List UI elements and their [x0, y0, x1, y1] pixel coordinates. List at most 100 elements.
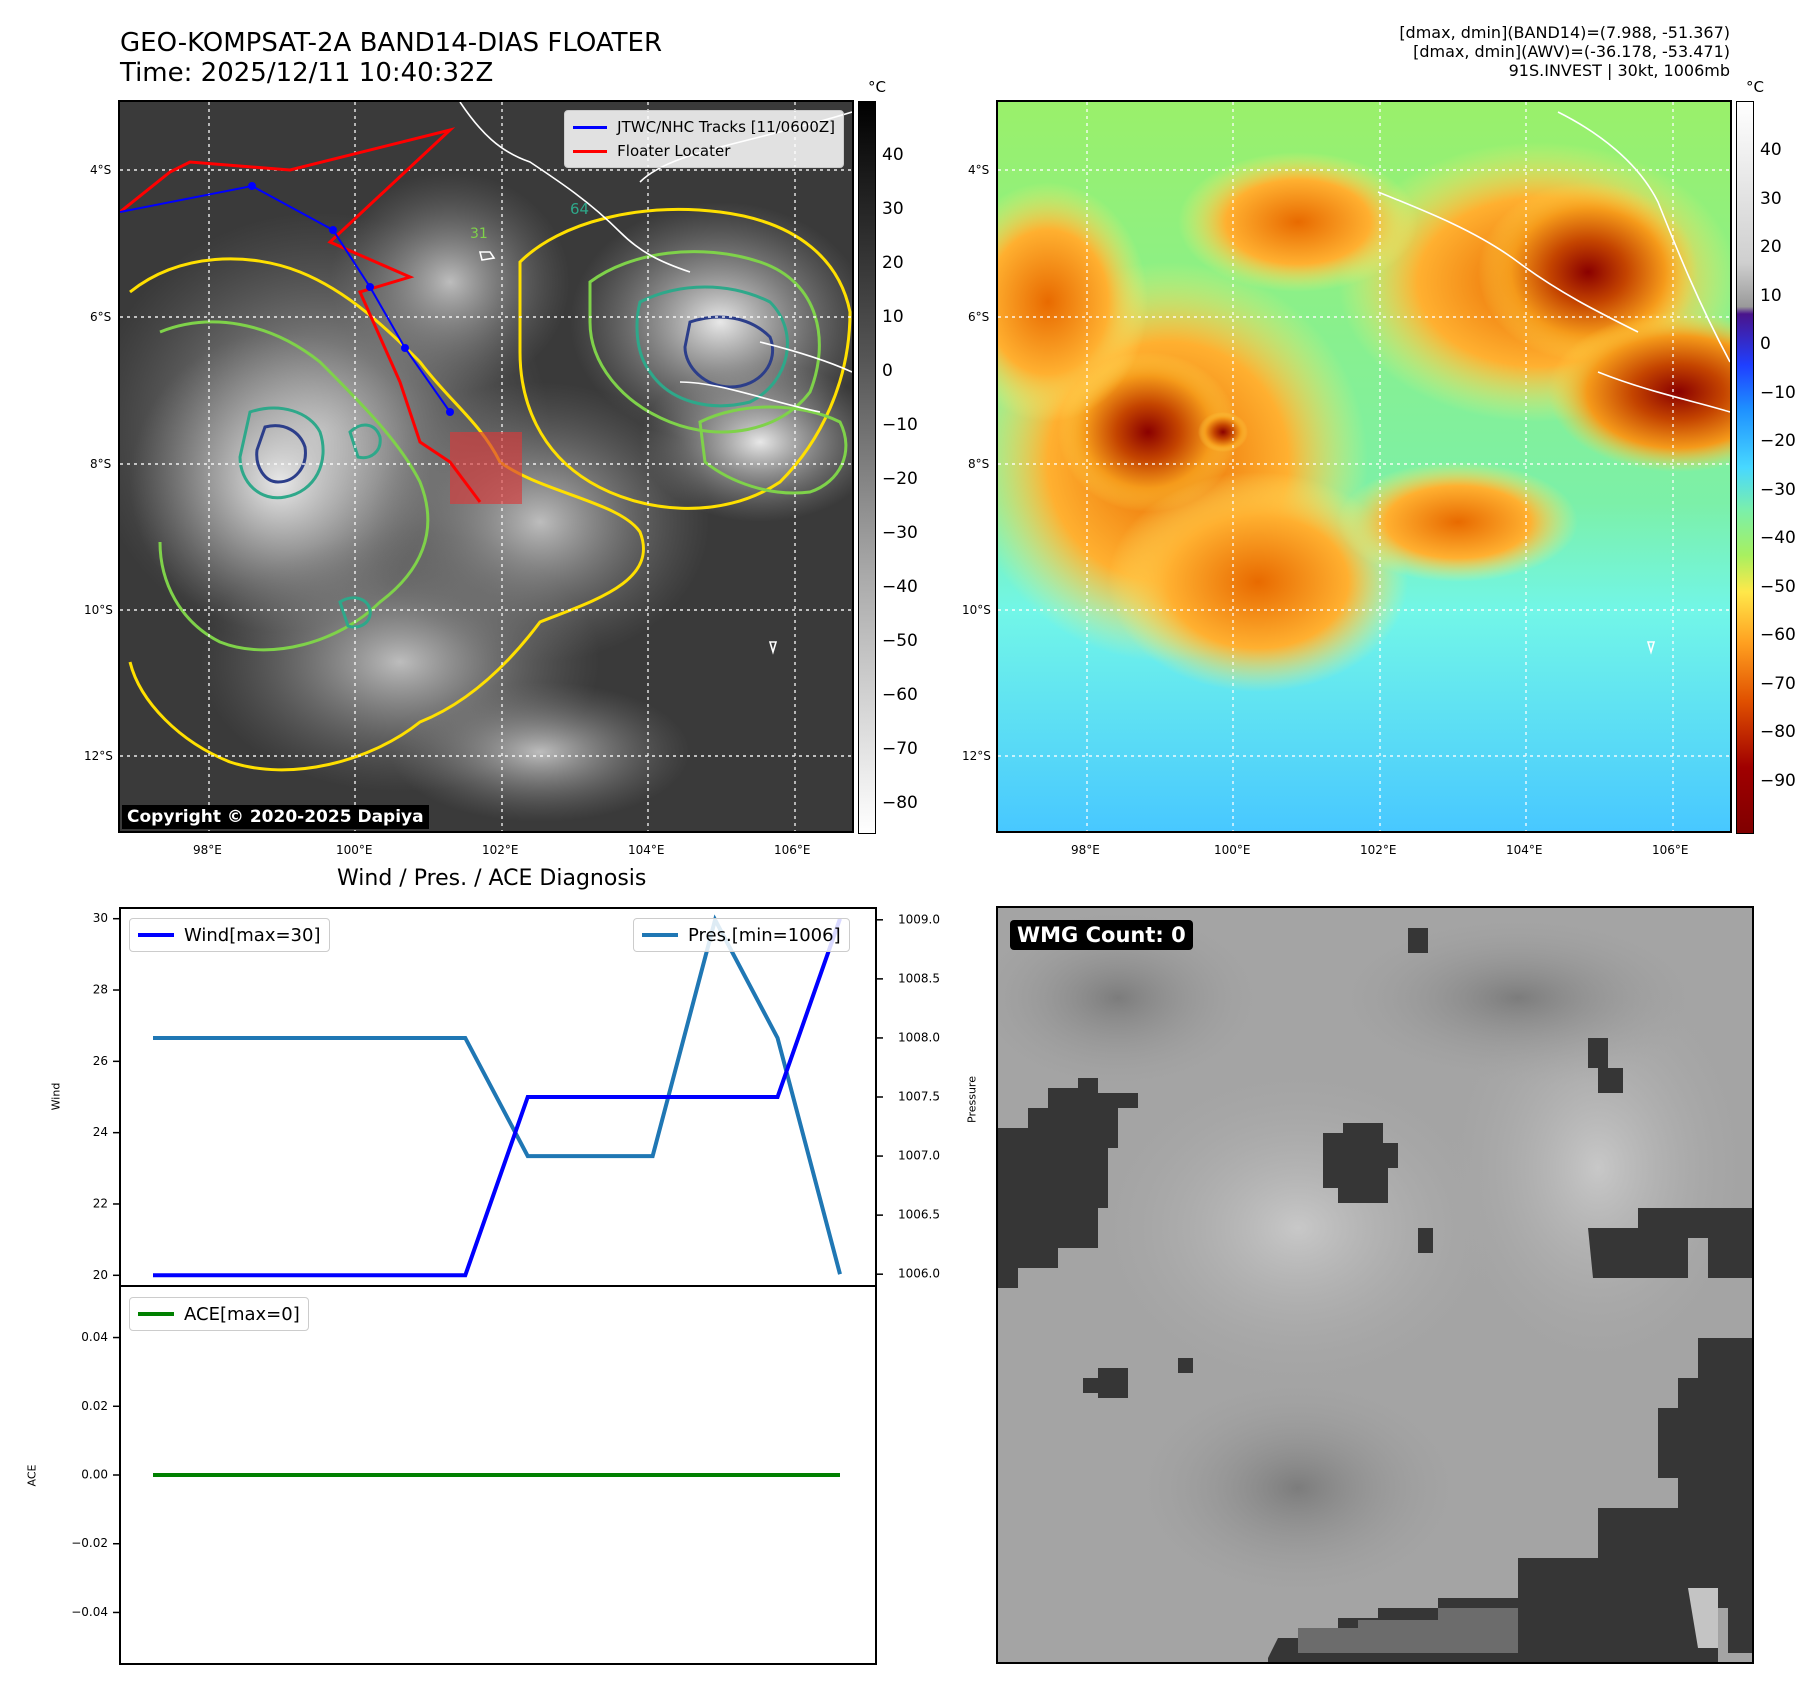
floater-box	[450, 432, 522, 504]
wind-y-tick-label: 24	[93, 1125, 108, 1139]
lat-label-10s-right: 10°S	[962, 603, 991, 617]
track-point	[248, 182, 256, 190]
diagnosis-title: Wind / Pres. / ACE Diagnosis	[337, 866, 647, 891]
legend-floater-label: Floater Locater	[617, 142, 731, 160]
legend-pressure: Pres.[min=1006]	[633, 918, 850, 952]
band14-map[interactable]: 64 31 JTWC/NHC Tracks [11/0600Z] Floater…	[118, 100, 854, 833]
colorbar-right-tick-label: 30	[1760, 188, 1782, 209]
diagnosis-chart: 20 22 24 26 28 30 1006.0 1006.5 1007.0 1007.5 100…	[71, 907, 940, 1665]
pressure-legend-line-icon	[642, 933, 678, 937]
pressure-y-tick-label: 1006.5	[898, 1208, 940, 1222]
colorbar-right-unit: °C	[1746, 78, 1764, 96]
lon-label-100e-right: 100°E	[1214, 843, 1251, 857]
pressure-y-tick-label: 1007.0	[898, 1149, 940, 1163]
colorbar-right-tick-label: 40	[1760, 140, 1782, 160]
ace-y-tick-label: −0.02	[71, 1536, 108, 1550]
lat-label-12s: 12°S	[84, 749, 113, 763]
copyright-label: Copyright © 2020-2025 Dapiya	[122, 805, 429, 829]
lat-label-6s-right: 6°S	[968, 310, 990, 324]
colorbar-right-tick-label: −20	[1760, 431, 1796, 451]
pressure-axis-label: Pressure	[965, 1076, 979, 1123]
pressure-y-tick-label: 1006.0	[898, 1267, 940, 1281]
colorbar-left-tick-label: −50	[882, 631, 918, 651]
legend-ace-label: ACE[max=0]	[184, 1303, 300, 1325]
legend-ace: ACE[max=0]	[129, 1297, 309, 1331]
legend-track-label: JTWC/NHC Tracks [11/0600Z]	[617, 118, 835, 136]
colorbar-left-tick-label: 10	[882, 307, 904, 327]
lon-label-100e: 100°E	[336, 843, 373, 857]
jtwc-track-line	[120, 184, 451, 413]
lon-label-98e: 98°E	[193, 843, 222, 857]
lat-label-8s: 8°S	[90, 457, 112, 471]
wind-axis-label: Wind	[49, 1082, 63, 1111]
lat-label-6s: 6°S	[90, 310, 112, 324]
lat-label-12s-right: 12°S	[962, 749, 991, 763]
ace-y-tick-label: 0.04	[81, 1330, 108, 1344]
lon-label-102e: 102°E	[482, 843, 519, 857]
colorbar-left-tick-label: −10	[882, 415, 918, 435]
awv-imagery	[998, 102, 1730, 831]
wind-y-tick-label: 22	[93, 1196, 108, 1210]
ace-y-tick-label: −0.04	[71, 1605, 108, 1619]
contour-label-31: 31	[470, 226, 488, 242]
ace-legend-line-icon	[138, 1312, 174, 1316]
lon-label-106e-right: 106°E	[1652, 843, 1689, 857]
colorbar-left-tick-label: 30	[882, 199, 904, 219]
colorbar-right-tick-label: 10	[1760, 285, 1782, 306]
track-point	[329, 226, 337, 234]
floater-locater-line	[120, 127, 482, 503]
info-line-3: 91S.INVEST | 30kt, 1006mb	[1508, 61, 1730, 80]
lat-label-4s-right: 4°S	[968, 163, 990, 177]
colorbar-left-tick-label: −30	[882, 523, 918, 543]
colorbar-left-tick-label: −60	[882, 685, 918, 705]
colorbar-right-tick-label: −70	[1760, 673, 1796, 694]
colorbar-right-tick-label: −80	[1760, 722, 1796, 742]
wind-series-line	[153, 918, 842, 1278]
legend-pressure-label: Pres.[min=1006]	[688, 924, 841, 946]
track-point	[401, 344, 409, 352]
colorbar-left-tick-label: 40	[882, 145, 904, 165]
colorbar-left-tick-label: −70	[882, 739, 918, 759]
wind-y-tick-label: 28	[93, 983, 108, 997]
colorbar-left-tick-label: 0	[882, 361, 893, 381]
colorbar-right-tick-label: 20	[1760, 237, 1782, 257]
map-legend: JTWC/NHC Tracks [11/0600Z] Floater Locat…	[564, 110, 844, 168]
colorbar-left	[858, 101, 876, 834]
colorbar-left-tick-label: −20	[882, 469, 918, 489]
figure-title: GEO-KOMPSAT-2A BAND14-DIAS FLOATER Time:…	[120, 28, 662, 88]
pressure-y-tick-label: 1008.0	[898, 1030, 940, 1044]
wind-y-tick-label: 20	[93, 1268, 108, 1282]
legend-wind-label: Wind[max=30]	[184, 924, 321, 946]
wind-legend-line-icon	[138, 933, 174, 937]
colorbar-right-tick-label: −90	[1760, 770, 1796, 791]
colorbar-right-tick-label: −50	[1760, 576, 1796, 597]
legend-wind: Wind[max=30]	[129, 918, 330, 952]
blue-line-marker-icon	[573, 125, 608, 129]
lat-label-4s: 4°S	[90, 163, 112, 177]
lat-label-8s-right: 8°S	[968, 457, 990, 471]
red-line-icon	[573, 149, 608, 153]
colorbar-right-tick-label: 0	[1760, 334, 1771, 354]
title-line-2: Time: 2025/12/11 10:40:32Z	[120, 58, 494, 88]
ace-y-tick-label: 0.02	[81, 1399, 108, 1413]
lon-label-104e-right: 104°E	[1506, 843, 1543, 857]
colorbar-left-tick-label: −40	[882, 577, 918, 597]
lon-label-102e-right: 102°E	[1360, 843, 1397, 857]
ace-y-tick-label: 0.00	[81, 1468, 108, 1482]
lon-label-106e: 106°E	[774, 843, 811, 857]
colorbar-right-tick-label: −40	[1760, 528, 1796, 548]
lat-label-10s: 10°S	[84, 603, 113, 617]
pressure-y-tick-label: 1009.0	[898, 912, 940, 926]
pressure-y-tick-label: 1007.5	[898, 1090, 940, 1104]
title-line-1: GEO-KOMPSAT-2A BAND14-DIAS FLOATER	[120, 28, 663, 58]
pressure-y-tick-label: 1008.5	[898, 971, 940, 985]
awv-map[interactable]	[996, 100, 1732, 833]
storm-info: [dmax, dmin](BAND14)=(7.988, -51.367) [d…	[1399, 23, 1730, 80]
wind-y-tick-label: 30	[93, 911, 108, 925]
lon-label-104e: 104°E	[628, 843, 665, 857]
colorbar-right-tick-label: −30	[1760, 479, 1796, 500]
wmg-panel[interactable]: WMG Count: 0	[996, 906, 1754, 1664]
wmg-imagery	[998, 908, 1752, 1662]
info-line-1: [dmax, dmin](BAND14)=(7.988, -51.367)	[1399, 23, 1730, 42]
lon-label-98e-right: 98°E	[1071, 843, 1100, 857]
